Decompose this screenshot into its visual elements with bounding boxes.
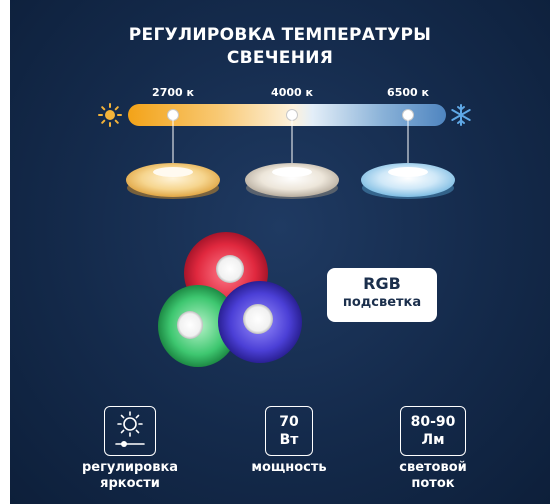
brightness-slider-icon [115,411,145,447]
temp-stem-2700 [172,119,174,167]
power-spec-box: 70 Вт [265,406,313,456]
temp-label-4000: 4000 к [271,86,313,99]
temp-label-6500: 6500 к [387,86,429,99]
flux-spec-box: 80-90 Лм [400,406,466,456]
flux-label-line1: световой [399,460,467,475]
power-unit: Вт [279,432,299,448]
flux-unit: Лм [421,432,445,448]
flux-label-line2: поток [411,476,455,491]
temp-stem-6500 [407,119,409,167]
heading-line-2: СВЕЧЕНИЯ [226,48,334,68]
temp-stem-4000 [291,119,293,167]
product-card: РЕГУЛИРОВКА ТЕМПЕРАТУРЫ СВЕЧЕНИЯ 2700 к … [10,0,550,504]
lamp-warm-image [126,163,220,199]
temp-label-2700: 2700 к [152,86,194,99]
rgb-subtitle: подсветка [342,295,422,310]
power-spec-label: мощность [251,460,326,476]
lamp-cold-image [361,163,455,199]
brightness-spec-box [104,406,156,456]
rgb-badge: RGB подсветка [327,268,437,322]
snowflake-icon [451,104,471,126]
brightness-spec-label: регулировка яркости [82,460,178,492]
sun-icon [98,103,122,127]
brightness-label-line2: яркости [100,476,160,491]
flux-value: 80-90 [410,414,456,430]
flux-spec-label: световой поток [399,460,466,492]
heading-line-1: РЕГУЛИРОВКА ТЕМПЕРАТУРЫ [128,25,432,45]
lamp-neutral-image [245,163,339,199]
rgb-title: RGB [363,274,401,293]
brightness-label-line1: регулировка [81,460,179,475]
power-value: 70 [279,414,299,430]
power-label-line1: мощность [251,460,327,475]
rgb-lamps-image [158,232,302,367]
